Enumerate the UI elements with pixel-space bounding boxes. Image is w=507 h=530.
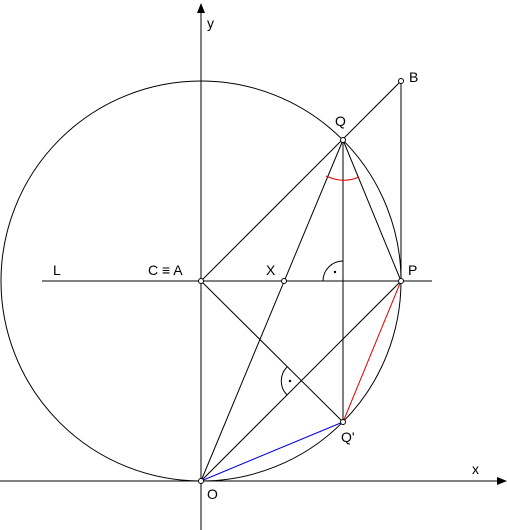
axis-label: x (472, 461, 479, 477)
point (198, 478, 204, 484)
x-arrow (497, 477, 507, 485)
point-label: P (408, 262, 417, 278)
line-aq (200, 280, 344, 423)
right-angle-dot (333, 270, 337, 274)
line-ab (200, 80, 402, 282)
point-label: Q (335, 113, 346, 129)
line-oq-blue (200, 421, 344, 482)
point-label: B (409, 69, 418, 85)
point-label: Q' (341, 429, 355, 445)
point (340, 419, 346, 425)
angle-arc (325, 175, 360, 181)
point (398, 78, 404, 84)
axis-label: y (207, 15, 214, 31)
point-label: X (266, 262, 276, 278)
line-qp (342, 139, 402, 282)
line-op (200, 280, 402, 482)
point (281, 278, 287, 284)
point-label: L (53, 262, 61, 278)
line-qp-red (342, 280, 402, 423)
right-angle-dot (288, 379, 292, 383)
point-label: C ≡ A (148, 262, 183, 278)
y-arrow (197, 3, 205, 13)
point (198, 278, 204, 284)
right-angle (322, 260, 344, 282)
point (340, 137, 346, 143)
construction-lines (0, 3, 507, 530)
line-qo (200, 139, 344, 482)
point (398, 278, 404, 284)
point-label: O (207, 486, 218, 502)
points (198, 78, 404, 484)
right-angle (280, 366, 288, 396)
